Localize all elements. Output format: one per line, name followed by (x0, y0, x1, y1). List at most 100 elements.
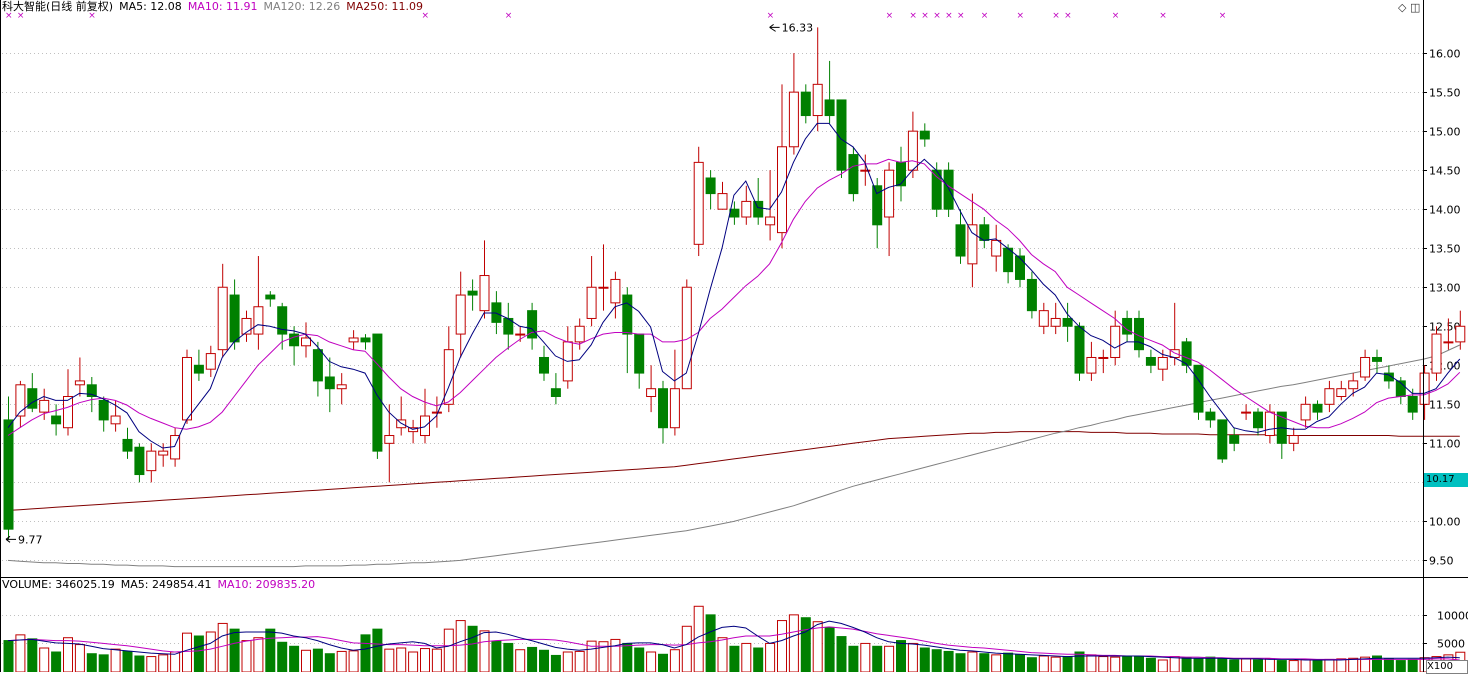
volume-bar (277, 641, 288, 672)
event-marker-icon: × (1064, 11, 1072, 21)
candle (777, 84, 787, 249)
candle-body (681, 286, 692, 390)
candle (907, 111, 918, 178)
volume-bar (539, 649, 549, 672)
candle (122, 427, 133, 459)
candle (503, 302, 514, 350)
candle (860, 154, 871, 186)
candle-body (527, 310, 538, 339)
candle-body (229, 294, 240, 343)
volume-bar (491, 640, 502, 672)
candle-body (955, 224, 966, 257)
candle (788, 53, 799, 155)
candle (919, 123, 930, 147)
volume-bar (622, 642, 633, 672)
candle-body (598, 286, 609, 289)
event-marker-icon: × (505, 11, 513, 21)
volume-bar (193, 635, 204, 672)
volume-bar (1038, 655, 1049, 672)
candle (967, 193, 978, 288)
candle-body (134, 446, 145, 476)
candle-body (348, 337, 359, 343)
volume-bar (51, 651, 62, 672)
price-tick-label: 14.50 (1429, 165, 1461, 178)
volume-bar (74, 644, 85, 672)
candle (63, 369, 73, 436)
volume-bar (598, 641, 609, 672)
candle (27, 373, 38, 413)
candle-body (800, 91, 811, 117)
candle (955, 209, 966, 264)
volume-bar (443, 628, 454, 672)
candle-body (384, 435, 395, 444)
candle (431, 396, 442, 428)
volume-bar (1229, 659, 1240, 672)
volume-bar (372, 628, 383, 672)
event-marker-icon: × (5, 11, 13, 21)
volume-bar (1264, 658, 1275, 672)
candle (812, 27, 823, 132)
min-arrow-icon (5, 535, 16, 543)
candle (872, 177, 883, 249)
candle-body (1241, 411, 1252, 414)
volume-ma10-value: MA10: 209835.20 (217, 578, 316, 591)
candle-body (586, 286, 597, 319)
candle-body (610, 278, 621, 304)
candle-body (241, 317, 252, 335)
volume-bar (824, 626, 835, 672)
candle-body (753, 200, 764, 218)
current-price-box: 10.17 (1424, 473, 1468, 487)
event-marker-icon: × (1017, 11, 1025, 21)
candle (1205, 408, 1216, 428)
candle-body (991, 239, 1002, 257)
candle (312, 341, 323, 397)
event-markers: × × × × × × × × × × × × × × × × × × × (5, 11, 1226, 21)
volume-bar (646, 651, 657, 672)
volume-bar (1181, 657, 1192, 672)
volume-bar (1110, 656, 1121, 672)
volume-bar (1098, 656, 1109, 672)
volume-bar (669, 649, 680, 672)
volume-bar (205, 631, 216, 672)
ma10-polyline (7, 158, 1461, 436)
window-toggle-icon[interactable]: ◫ (1410, 1, 1421, 14)
volume-bar (134, 655, 145, 672)
volume-bar (408, 651, 419, 672)
price-tick-label: 9.50 (1429, 555, 1454, 568)
volume-bar (1205, 656, 1216, 672)
candle-body (919, 130, 930, 140)
diamond-icon[interactable]: ◇ (1398, 1, 1407, 14)
candle-body (1050, 317, 1061, 327)
candle (1312, 400, 1323, 420)
price-tick-label: 14.00 (1429, 204, 1461, 217)
volume-bar (1086, 654, 1097, 672)
volume-bar (753, 647, 764, 672)
candle-body (39, 399, 50, 413)
candle-body (289, 333, 300, 347)
volume-bar (360, 634, 371, 672)
volume-bar (1372, 655, 1382, 672)
candle (39, 388, 50, 420)
volume-ma-lines (7, 620, 1460, 661)
candle-body (1026, 278, 1037, 312)
event-marker-icon: × (1159, 11, 1167, 21)
candle (693, 146, 704, 257)
volume-bar (110, 648, 121, 672)
annotations: 16.33 9.77 (5, 21, 813, 546)
candle (539, 345, 549, 381)
volume-tick-label: 10000 (1437, 610, 1468, 623)
price-tick-label: 11.00 (1429, 438, 1461, 451)
volume-bar (146, 656, 157, 672)
candle (98, 396, 109, 432)
volume-bar (301, 649, 311, 672)
candle-body (479, 275, 490, 312)
event-marker-icon: × (886, 11, 894, 21)
candle (289, 326, 300, 366)
volume-bar (979, 653, 990, 672)
candle-body (693, 161, 704, 245)
candle (1300, 396, 1311, 428)
candle-body (765, 216, 776, 226)
volume-bar (289, 645, 300, 672)
event-marker-icon: × (422, 11, 430, 21)
